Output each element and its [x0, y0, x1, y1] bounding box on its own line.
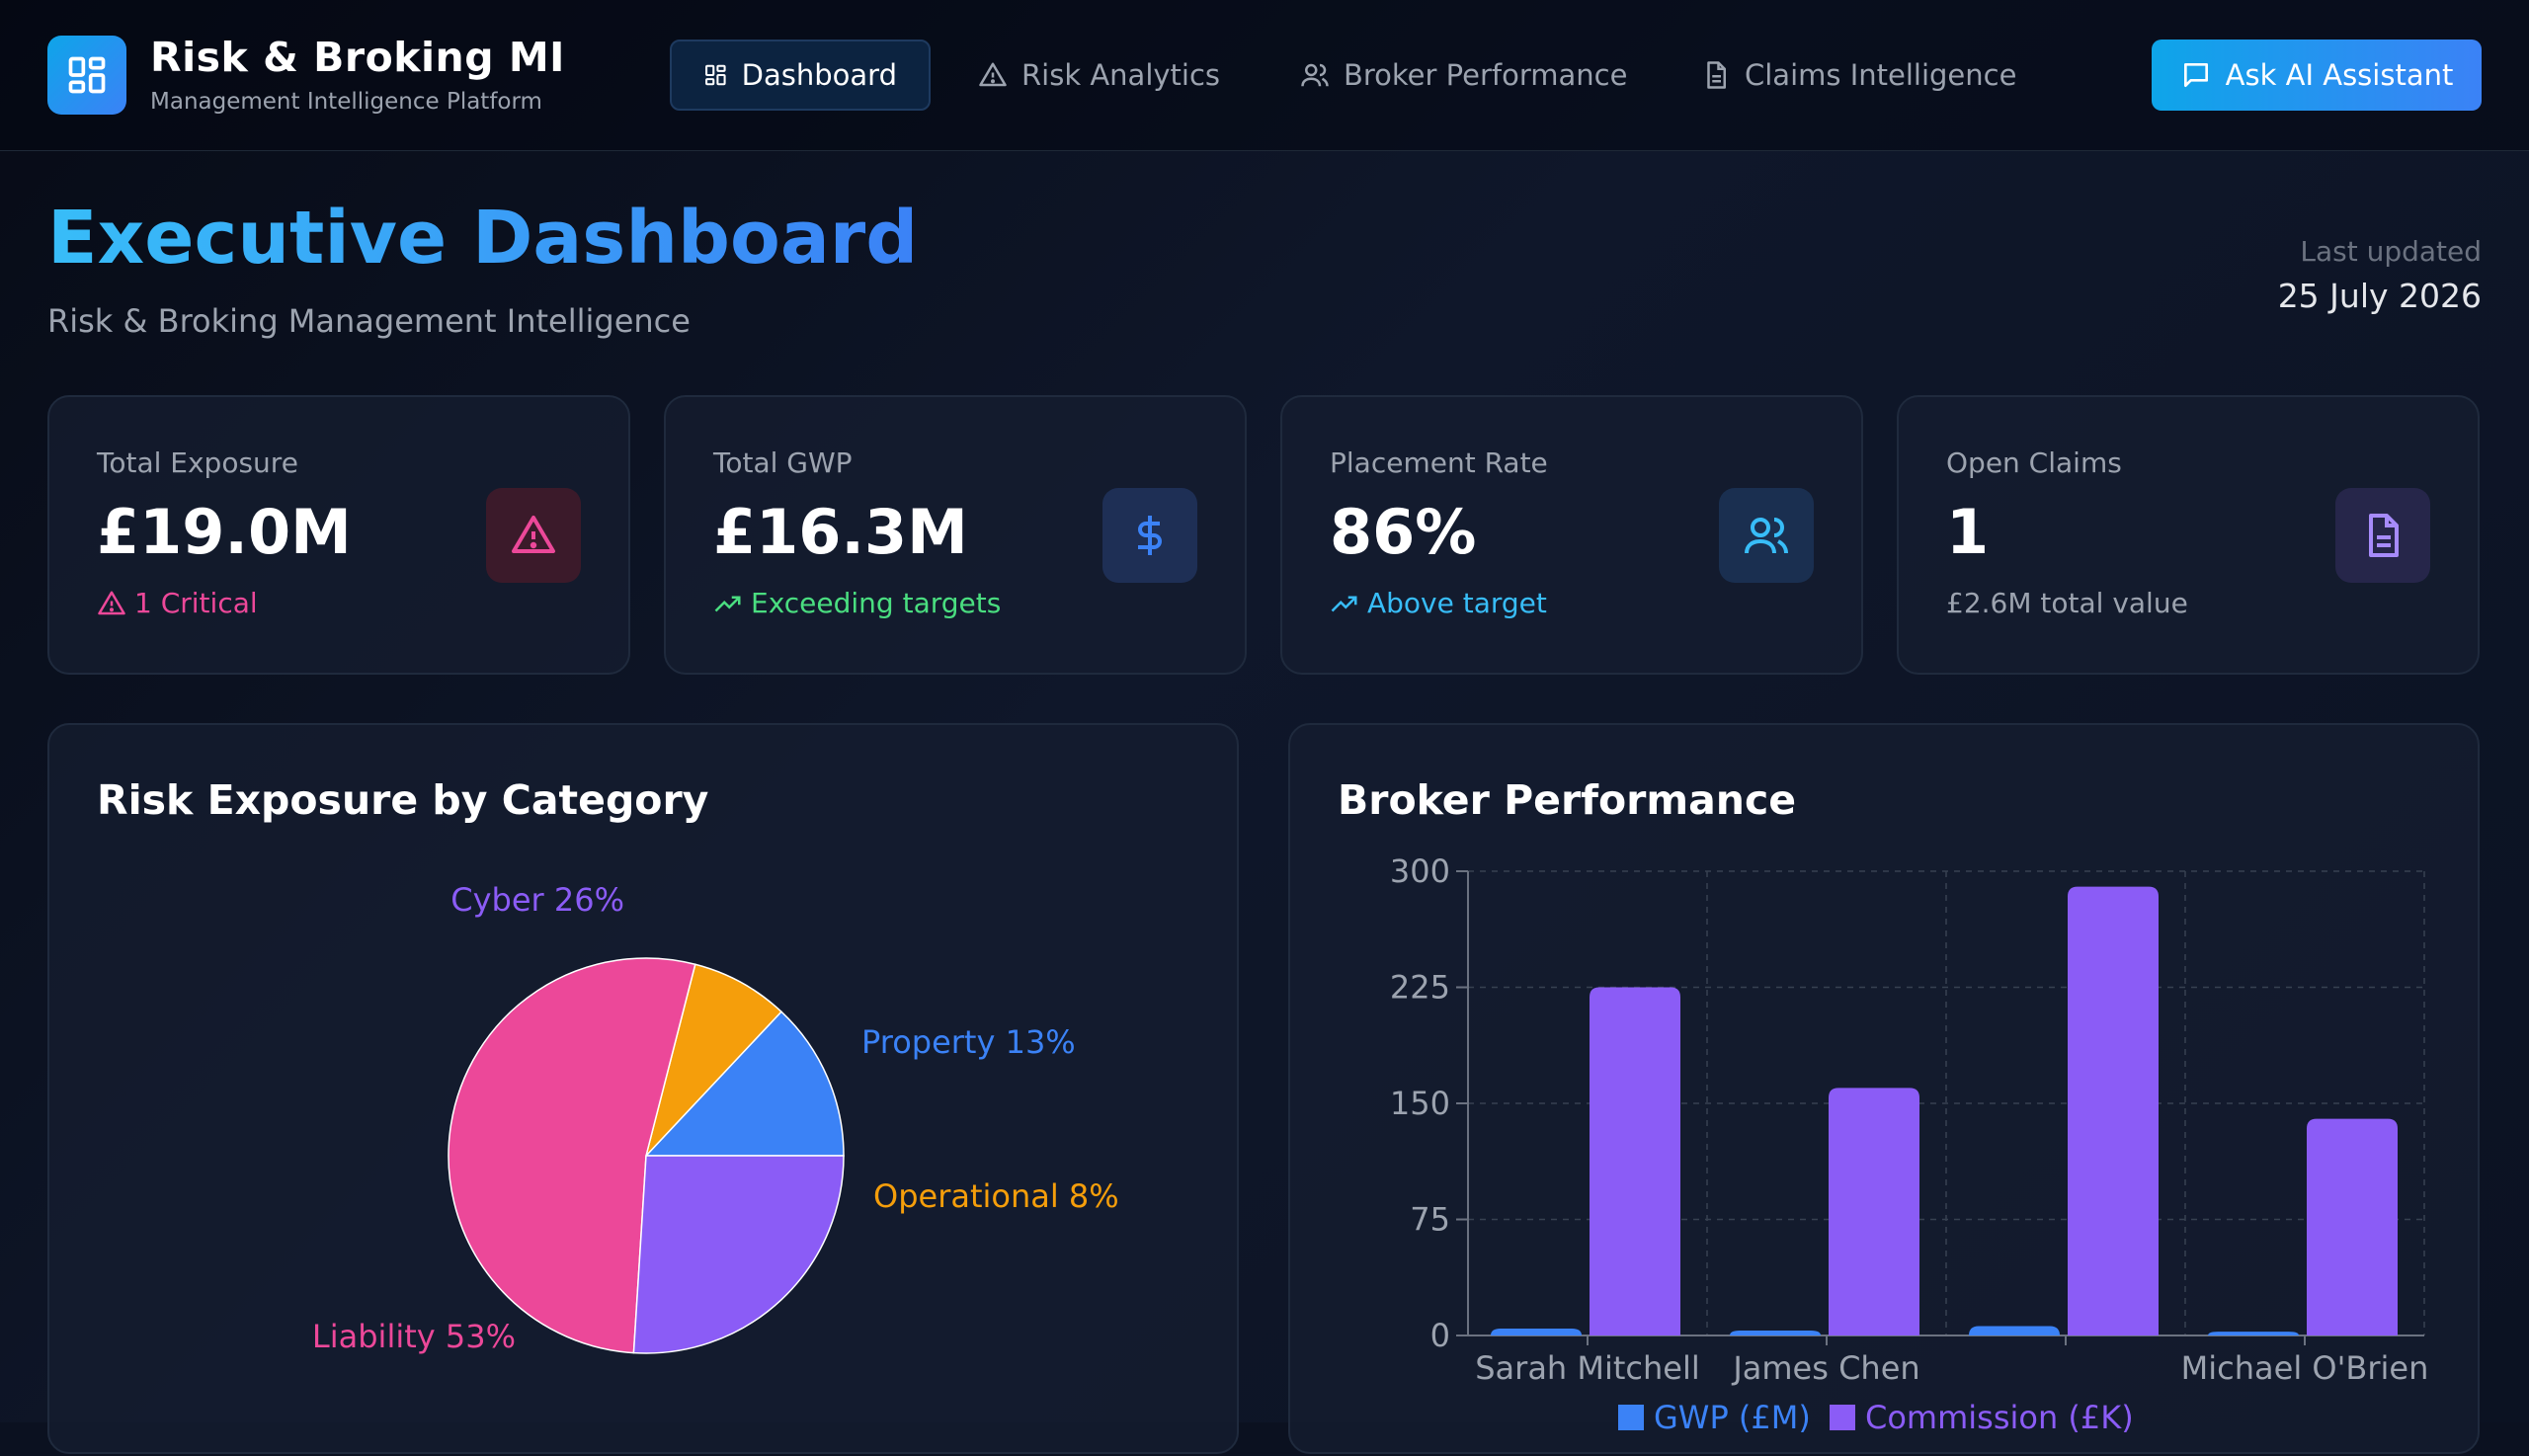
kpi-footnote: Exceeding targets: [713, 587, 1001, 619]
kpi-footnote: Above target: [1330, 587, 1547, 619]
users-icon: [1745, 518, 1788, 554]
y-tick-label: 225: [1390, 969, 1450, 1007]
kpi-open-claims[interactable]: Open Claims 1 £2.6M total value: [1897, 395, 2480, 675]
bar[interactable]: [1969, 1326, 2060, 1335]
kpi-icon-box: [2335, 488, 2430, 583]
kpi-value: £19.0M: [97, 496, 352, 568]
pie-slice[interactable]: [645, 963, 782, 1157]
warning-icon: [979, 62, 1007, 87]
page-subtitle: Risk & Broking Management Intelligence: [47, 302, 691, 340]
chat-icon: [2183, 62, 2208, 87]
warning-icon: [512, 516, 555, 553]
x-tick-label: Michael O'Brien: [2181, 1349, 2429, 1387]
risk-exposure-panel: Risk Exposure by Category Property 13% Op…: [47, 723, 1239, 1454]
ask-ai-assistant-button[interactable]: Ask AI Assistant: [2152, 40, 2482, 111]
users-icon: [1301, 63, 1329, 87]
kpi-label: Placement Rate: [1330, 446, 1548, 479]
nav-broker-performance-label: Broker Performance: [1344, 58, 1628, 92]
y-tick-label: 0: [1430, 1317, 1450, 1354]
kpi-footnote-text: 1 Critical: [134, 587, 258, 619]
nav-risk-analytics-label: Risk Analytics: [1021, 58, 1221, 92]
kpi-value: 1: [1946, 496, 1990, 568]
kpi-placement-rate[interactable]: Placement Rate 86% Above target: [1280, 395, 1863, 675]
risk-exposure-pie-chart[interactable]: Property 13% Operational 8% Liability 53% C…: [49, 725, 1241, 1456]
legend-swatch: [1830, 1405, 1855, 1430]
trend-up-icon: [714, 596, 741, 611]
kpi-label: Total Exposure: [97, 446, 298, 479]
warning-icon: [98, 591, 125, 614]
brand-subtitle: Management Intelligence Platform: [150, 89, 542, 115]
kpi-label: Total GWP: [713, 446, 853, 479]
nav-claims-intelligence[interactable]: Claims Intelligence: [1668, 40, 2050, 111]
bar[interactable]: [2307, 1118, 2398, 1335]
last-updated-value: 25 July 2026: [2277, 277, 2482, 315]
y-tick-label: 75: [1410, 1201, 1450, 1239]
last-updated-label: Last updated: [2300, 235, 2482, 268]
grid-icon: [68, 56, 106, 94]
grid-icon: [705, 64, 726, 86]
kpi-label: Open Claims: [1946, 446, 2122, 479]
kpi-footnote-text: £2.6M total value: [1946, 587, 2188, 619]
page-title: Executive Dashboard: [47, 196, 919, 281]
ask-ai-assistant-label: Ask AI Assistant: [2225, 58, 2454, 92]
nav-claims-intelligence-label: Claims Intelligence: [1745, 58, 2017, 92]
panel-title: Broker Performance: [1338, 776, 1797, 824]
bar[interactable]: [2068, 886, 2159, 1335]
document-icon: [1707, 61, 1726, 89]
legend-label: Commission (£K): [1865, 1399, 2134, 1436]
top-nav: Risk & Broking MI Management Intelligenc…: [0, 0, 2529, 151]
kpi-footnote: £2.6M total value: [1946, 587, 2188, 619]
kpi-value: £16.3M: [713, 496, 968, 568]
pie-slice-label: Liability 53%: [312, 1318, 516, 1355]
kpi-total-exposure[interactable]: Total Exposure £19.0M 1 Critical: [47, 395, 630, 675]
broker-performance-bar-chart[interactable]: 0 75 150 225 300 Sarah Mitchell James Chen Mich…: [1290, 725, 2482, 1456]
nav-dashboard-label: Dashboard: [741, 58, 897, 92]
pie-slice-label: Cyber 26%: [450, 881, 624, 919]
bar[interactable]: [1730, 1330, 1821, 1335]
brand-title: Risk & Broking MI: [150, 34, 565, 81]
kpi-footnote: 1 Critical: [97, 587, 258, 619]
dollar-icon: [1138, 516, 1162, 555]
pie-slice-label: Property 13%: [861, 1023, 1076, 1061]
y-tick-label: 150: [1390, 1085, 1450, 1122]
pie-slice[interactable]: [632, 1155, 845, 1354]
kpi-icon-box: [486, 488, 581, 583]
pie-slice[interactable]: [448, 957, 696, 1354]
kpi-footnote-text: Exceeding targets: [751, 587, 1002, 619]
pie-slice-label: Operational 8%: [873, 1177, 1119, 1215]
trend-up-icon: [1331, 596, 1357, 611]
nav-risk-analytics[interactable]: Risk Analytics: [944, 40, 1254, 111]
app-logo[interactable]: [47, 36, 126, 115]
bar[interactable]: [1590, 987, 1680, 1336]
broker-performance-panel: Broker Performance 0 75 150 225 300 Sarah Mit…: [1288, 723, 2480, 1454]
legend-label: GWP (£M): [1654, 1399, 1811, 1436]
legend-swatch: [1618, 1405, 1644, 1430]
bar[interactable]: [1491, 1328, 1582, 1335]
nav-dashboard[interactable]: Dashboard: [670, 40, 931, 111]
kpi-value: 86%: [1330, 496, 1477, 568]
nav-broker-performance[interactable]: Broker Performance: [1266, 40, 1661, 111]
kpi-total-gwp[interactable]: Total GWP £16.3M Exceeding targets: [664, 395, 1247, 675]
panel-title: Risk Exposure by Category: [97, 776, 709, 824]
kpi-footnote-text: Above target: [1367, 587, 1547, 619]
y-tick-label: 300: [1390, 852, 1450, 890]
x-tick-label: Sarah Mitchell: [1475, 1349, 1700, 1387]
kpi-icon-box: [1719, 488, 1814, 583]
document-icon: [2369, 514, 2399, 557]
x-tick-label: James Chen: [1731, 1349, 1919, 1387]
pie-slice[interactable]: [644, 1011, 845, 1157]
bar[interactable]: [1829, 1088, 1919, 1335]
kpi-icon-box: [1102, 488, 1197, 583]
bar[interactable]: [2208, 1332, 2299, 1335]
